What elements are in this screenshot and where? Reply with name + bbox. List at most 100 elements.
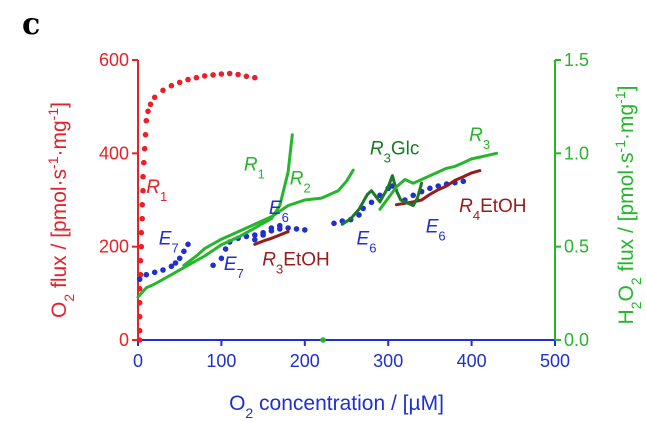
- series-line: [395, 169, 482, 207]
- data-point: [160, 267, 166, 273]
- data-point: [151, 94, 158, 101]
- data-point: [176, 79, 183, 86]
- data-point: [136, 285, 143, 292]
- data-point: [136, 276, 143, 283]
- data-point: [136, 299, 143, 306]
- data-point: [141, 159, 147, 166]
- data-point: [210, 72, 216, 78]
- series-annotation: R1: [146, 177, 167, 204]
- data-point: [142, 131, 149, 138]
- data-point: [185, 241, 191, 248]
- series-9: [182, 168, 355, 267]
- data-point: [168, 82, 175, 89]
- data-point: [136, 313, 143, 320]
- data-point: [136, 327, 143, 334]
- panel-letter: c: [22, 7, 40, 42]
- y-left-axis-title: O2 flux / [pmol·s-1·mg-1]: [45, 102, 77, 318]
- data-point: [252, 236, 258, 243]
- data-point: [268, 225, 275, 231]
- series-annotation: E6: [426, 217, 446, 244]
- data-point: [243, 73, 250, 80]
- series-annotation: E6: [269, 198, 289, 225]
- data-point: [137, 271, 144, 278]
- data-point: [141, 145, 148, 152]
- series-0: [136, 70, 258, 343]
- x-tick-label: 400: [457, 351, 487, 371]
- data-point: [218, 255, 225, 262]
- series-8: [136, 133, 294, 299]
- data-point: [293, 226, 300, 232]
- data-point: [201, 73, 208, 79]
- series-annotation: R3Glc: [370, 139, 419, 166]
- x-tick-label: 0: [133, 351, 143, 371]
- series-line: [136, 133, 294, 299]
- x-axis-title: O2 concentration / [µM]: [229, 392, 444, 421]
- data-point: [277, 222, 283, 229]
- y-right-tick-label: 0.0: [564, 330, 589, 350]
- data-point: [138, 243, 145, 250]
- data-point: [260, 232, 266, 238]
- series-annotation: R4EtOH: [459, 196, 526, 223]
- data-point: [181, 248, 187, 255]
- data-point: [218, 71, 225, 77]
- series-line: [340, 174, 424, 226]
- data-point: [140, 173, 146, 180]
- data-point: [226, 70, 233, 77]
- x-tick-label: 300: [373, 351, 403, 371]
- series-annotation: E7: [224, 254, 244, 281]
- data-point: [356, 212, 362, 218]
- annotation-layer: R1 R1 R2 R3Glc R3 E6 E7 E7 R3EtOH E6 R4EtOH E6: [146, 125, 526, 280]
- data-point: [185, 76, 191, 83]
- y-right-tick-label: 1.0: [564, 143, 589, 163]
- data-point: [320, 337, 326, 343]
- data-point: [139, 201, 145, 208]
- series-11: [378, 151, 499, 211]
- series-12: [320, 337, 326, 343]
- data-point: [143, 271, 150, 278]
- data-point: [302, 227, 308, 233]
- data-point: [136, 337, 143, 343]
- data-point: [147, 101, 154, 108]
- data-point: [193, 74, 200, 81]
- data-point: [285, 225, 291, 231]
- series-layer: [136, 70, 499, 343]
- series-7: [395, 169, 482, 207]
- data-point: [435, 183, 442, 189]
- data-point: [235, 71, 241, 78]
- data-point: [143, 117, 150, 124]
- data-point: [138, 229, 145, 236]
- y-right-tick-label: 0.5: [564, 237, 589, 257]
- series-1: [136, 241, 191, 283]
- series-line: [378, 151, 499, 211]
- series-annotation: R3EtOH: [262, 249, 329, 276]
- data-point: [368, 199, 375, 206]
- data-point: [210, 262, 216, 269]
- x-tick-label: 100: [206, 351, 236, 371]
- plot-area: 0 100 200 300 400 500 0 200 400 600 0.0 0.5 1.0 1.5 O2…: [45, 50, 644, 421]
- y-right-tick-label: 1.5: [564, 50, 589, 70]
- series-line: [182, 168, 355, 267]
- data-point: [151, 269, 158, 276]
- data-point: [139, 215, 145, 222]
- data-point: [145, 108, 151, 115]
- x-tick-label: 500: [540, 351, 570, 371]
- data-point: [140, 187, 146, 194]
- data-point: [427, 185, 433, 192]
- data-point: [252, 232, 258, 238]
- y-left-tick-label: 600: [99, 50, 129, 70]
- series-annotation: E6: [357, 228, 377, 255]
- data-point: [222, 246, 229, 252]
- series-3: [252, 222, 308, 243]
- data-point: [160, 87, 166, 94]
- data-point: [331, 220, 337, 227]
- y-left-tick-label: 400: [99, 143, 129, 163]
- series-annotation: R2: [290, 169, 311, 196]
- y-left-tick-label: 0: [119, 330, 129, 350]
- y-right-axis-title: H2O2 flux / [pmol·s-1·mg-1]: [612, 86, 644, 325]
- data-point: [460, 178, 467, 185]
- data-point: [252, 74, 258, 81]
- data-point: [172, 260, 179, 266]
- x-tick-label: 200: [290, 351, 320, 371]
- series-6: [253, 230, 290, 246]
